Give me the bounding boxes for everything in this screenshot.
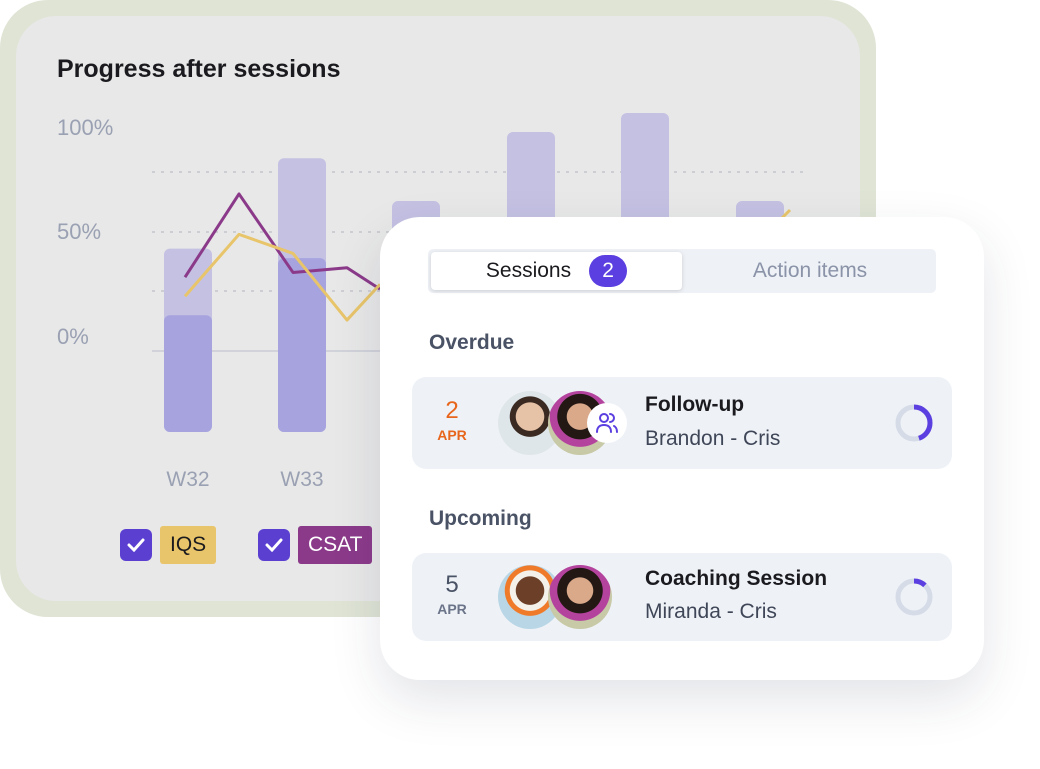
session-date: 2 APR [428, 397, 476, 443]
x-tick-label: W33 [280, 468, 324, 491]
session-people: Miranda - Cris [645, 600, 777, 623]
checkbox-checked-icon[interactable] [120, 529, 152, 561]
progress-ring-icon [895, 404, 933, 442]
tab-action-items[interactable]: Action items [752, 259, 868, 282]
date-month: APR [437, 427, 467, 443]
legend-item-csat[interactable]: CSAT [258, 526, 373, 564]
session-item[interactable]: 2 APR Follow-up Brandon - Cris [412, 377, 952, 469]
section-title-overdue: Overdue [429, 331, 515, 354]
legend-item-iqs[interactable]: IQS [120, 526, 217, 564]
avatar [548, 565, 612, 629]
session-title: Coaching Session [645, 567, 828, 590]
tab-sessions[interactable]: Sessions 2 [431, 252, 682, 290]
bar-dark [164, 315, 212, 432]
y-tick-label: 100% [57, 115, 114, 140]
date-day: 2 [445, 397, 459, 424]
chart-title: Progress after sessions [57, 55, 341, 83]
date-day: 5 [445, 571, 459, 598]
y-tick-label: 0% [57, 324, 89, 349]
count-badge: 2 [589, 255, 628, 287]
session-people: Brandon - Cris [645, 427, 781, 450]
group-icon [587, 403, 627, 443]
session-date: 5 APR [428, 571, 476, 617]
session-title: Follow-up [645, 393, 745, 416]
legend-label: CSAT [298, 526, 373, 564]
line-csat [183, 192, 381, 291]
sessions-card: Sessions 2 Action items Overdue 2 APR Fo… [380, 217, 984, 680]
line-iqs [183, 232, 382, 322]
tab-bar: Sessions 2 Action items [428, 249, 936, 293]
bar-dark [278, 258, 326, 432]
checkbox-checked-icon[interactable] [258, 529, 290, 561]
tab-label: Sessions [485, 259, 572, 282]
y-tick-label: 50% [57, 219, 102, 244]
session-item[interactable]: 5 APR Coaching Session Miranda - Cris [412, 553, 952, 641]
legend-label: IQS [160, 526, 217, 564]
progress-ring-icon [895, 578, 933, 616]
date-month: APR [437, 601, 467, 617]
x-tick-label: W32 [166, 468, 210, 491]
section-title-upcoming: Upcoming [429, 507, 532, 530]
